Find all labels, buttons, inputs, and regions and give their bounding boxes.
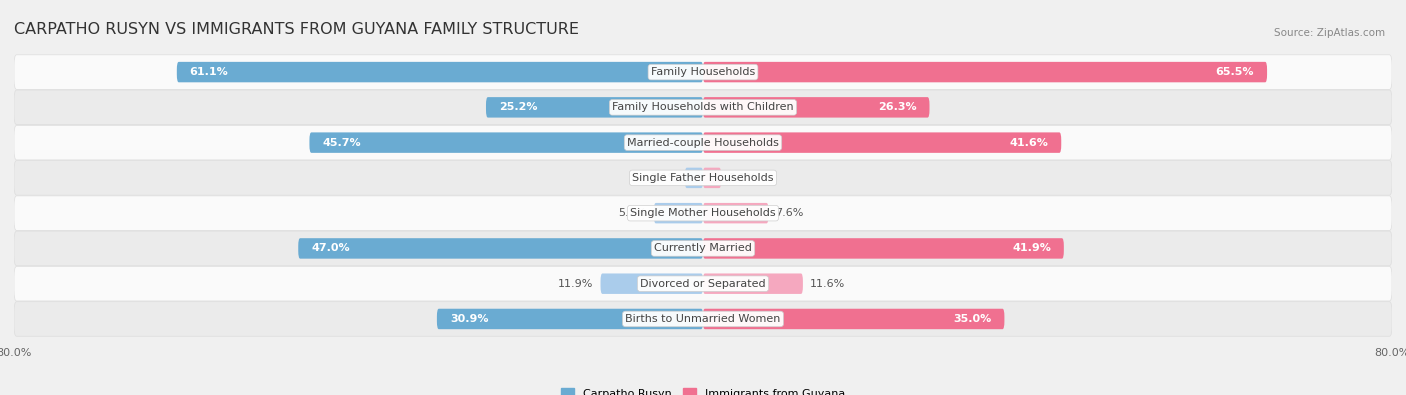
- Text: 47.0%: 47.0%: [311, 243, 350, 254]
- FancyBboxPatch shape: [703, 238, 1064, 259]
- Text: 35.0%: 35.0%: [953, 314, 991, 324]
- FancyBboxPatch shape: [14, 125, 1392, 160]
- FancyBboxPatch shape: [703, 273, 803, 294]
- FancyBboxPatch shape: [437, 309, 703, 329]
- FancyBboxPatch shape: [177, 62, 703, 82]
- Text: 26.3%: 26.3%: [877, 102, 917, 112]
- FancyBboxPatch shape: [703, 97, 929, 118]
- Text: Family Households with Children: Family Households with Children: [612, 102, 794, 112]
- Text: 41.6%: 41.6%: [1010, 137, 1049, 148]
- Text: 2.1%: 2.1%: [728, 173, 756, 183]
- FancyBboxPatch shape: [600, 273, 703, 294]
- FancyBboxPatch shape: [703, 132, 1062, 153]
- Text: 25.2%: 25.2%: [499, 102, 537, 112]
- Text: 7.6%: 7.6%: [775, 208, 804, 218]
- FancyBboxPatch shape: [14, 196, 1392, 230]
- Text: Source: ZipAtlas.com: Source: ZipAtlas.com: [1274, 28, 1385, 38]
- Text: 2.1%: 2.1%: [650, 173, 678, 183]
- Text: Single Mother Households: Single Mother Households: [630, 208, 776, 218]
- FancyBboxPatch shape: [486, 97, 703, 118]
- Text: 30.9%: 30.9%: [450, 314, 488, 324]
- Text: Married-couple Households: Married-couple Households: [627, 137, 779, 148]
- FancyBboxPatch shape: [703, 167, 721, 188]
- Text: 11.9%: 11.9%: [558, 279, 593, 289]
- Text: Single Father Households: Single Father Households: [633, 173, 773, 183]
- FancyBboxPatch shape: [14, 231, 1392, 266]
- Legend: Carpatho Rusyn, Immigrants from Guyana: Carpatho Rusyn, Immigrants from Guyana: [557, 384, 849, 395]
- Text: 5.7%: 5.7%: [619, 208, 647, 218]
- FancyBboxPatch shape: [14, 302, 1392, 336]
- Text: 45.7%: 45.7%: [322, 137, 361, 148]
- Text: Births to Unmarried Women: Births to Unmarried Women: [626, 314, 780, 324]
- FancyBboxPatch shape: [14, 161, 1392, 195]
- FancyBboxPatch shape: [14, 90, 1392, 125]
- Text: Currently Married: Currently Married: [654, 243, 752, 254]
- FancyBboxPatch shape: [654, 203, 703, 224]
- Text: 65.5%: 65.5%: [1216, 67, 1254, 77]
- Text: 41.9%: 41.9%: [1012, 243, 1050, 254]
- FancyBboxPatch shape: [685, 167, 703, 188]
- FancyBboxPatch shape: [703, 62, 1267, 82]
- FancyBboxPatch shape: [298, 238, 703, 259]
- FancyBboxPatch shape: [14, 55, 1392, 89]
- Text: CARPATHO RUSYN VS IMMIGRANTS FROM GUYANA FAMILY STRUCTURE: CARPATHO RUSYN VS IMMIGRANTS FROM GUYANA…: [14, 21, 579, 36]
- FancyBboxPatch shape: [14, 266, 1392, 301]
- Text: Divorced or Separated: Divorced or Separated: [640, 279, 766, 289]
- Text: Family Households: Family Households: [651, 67, 755, 77]
- Text: 61.1%: 61.1%: [190, 67, 229, 77]
- FancyBboxPatch shape: [309, 132, 703, 153]
- Text: 11.6%: 11.6%: [810, 279, 845, 289]
- FancyBboxPatch shape: [703, 203, 769, 224]
- FancyBboxPatch shape: [703, 309, 1004, 329]
